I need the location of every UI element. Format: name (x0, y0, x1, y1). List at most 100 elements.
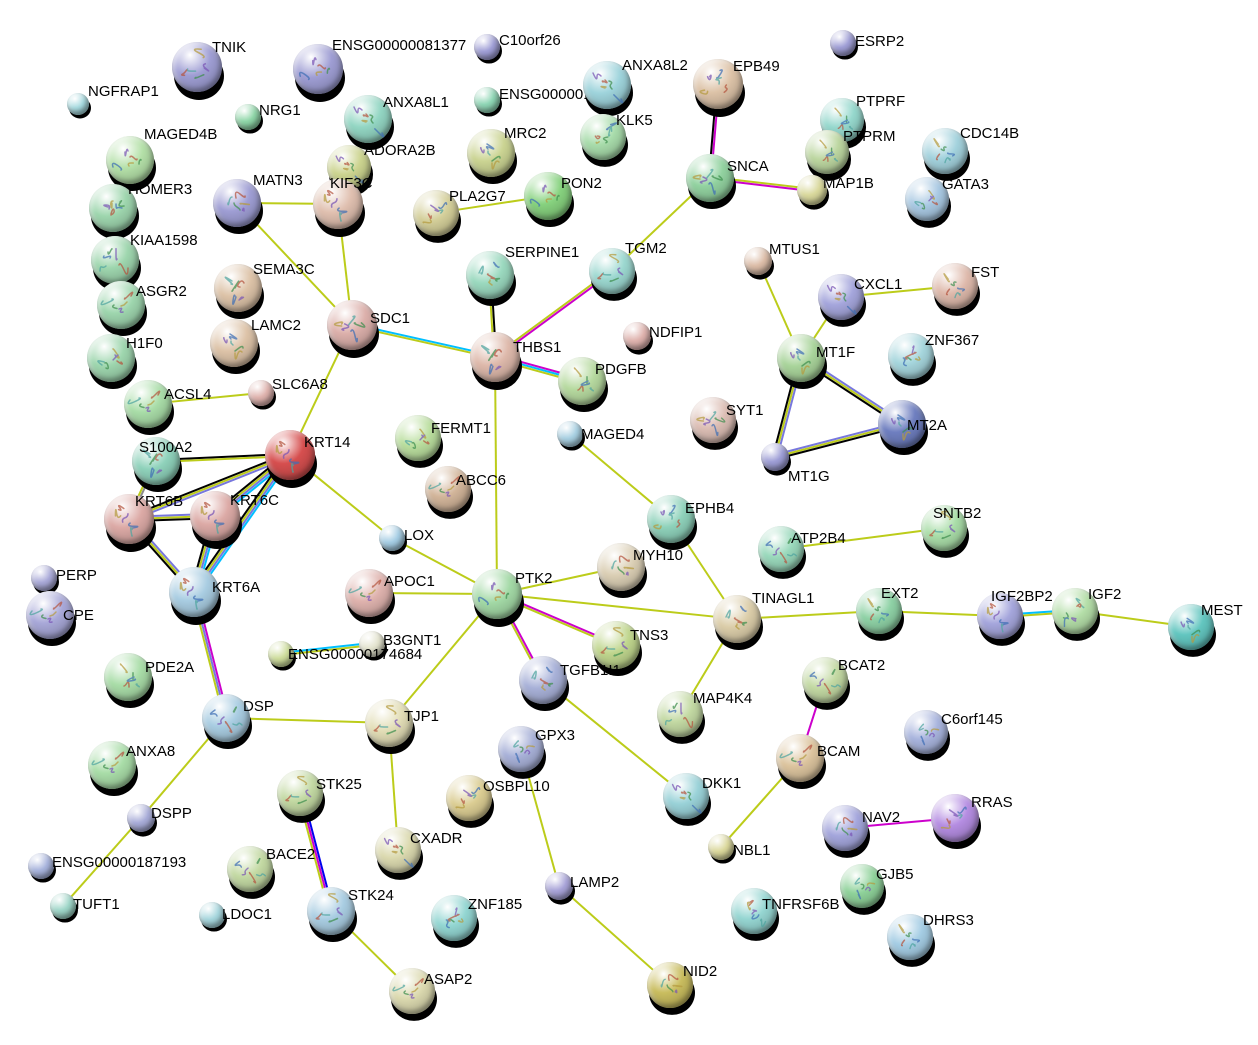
protein-node-gata3[interactable] (905, 177, 949, 221)
edge-pla2g7-pon2[interactable] (453, 197, 530, 212)
protein-node-mt1g[interactable] (761, 443, 789, 471)
edge-igf2-mest[interactable] (1092, 612, 1174, 626)
edge-atp2b4-sntb2[interactable] (798, 529, 927, 548)
edge-stk25-stk24[interactable] (301, 809, 330, 894)
protein-node-bace2[interactable] (227, 846, 273, 892)
protein-node-dsp[interactable] (202, 694, 250, 742)
protein-node-nid2[interactable] (647, 962, 693, 1008)
protein-node-bcat2[interactable] (802, 657, 848, 703)
protein-node-nbl1[interactable] (708, 834, 734, 860)
protein-node-pdgfb[interactable] (558, 357, 606, 405)
protein-node-znf367[interactable] (888, 333, 934, 379)
edge-mt1f-mt1g[interactable] (774, 375, 800, 448)
protein-node-apoc1[interactable] (345, 569, 393, 617)
edge-kif3c-sdc1[interactable] (339, 223, 351, 306)
protein-node-krt14[interactable] (265, 430, 315, 480)
protein-node-h1f0[interactable] (87, 334, 135, 382)
protein-node-sntb2[interactable] (921, 505, 967, 551)
protein-node-dhrs3[interactable] (887, 914, 933, 960)
edge-tjp1-cxadr[interactable] (389, 741, 398, 833)
protein-node-c10orf26[interactable] (474, 34, 500, 60)
protein-node-mt1f[interactable] (777, 334, 825, 382)
protein-node-mtus1[interactable] (744, 247, 772, 275)
protein-node-s100a2[interactable] (132, 437, 180, 485)
protein-node-tgm2[interactable] (589, 248, 635, 294)
edge-krt14-lox[interactable] (304, 466, 385, 533)
protein-node-stk24[interactable] (307, 887, 355, 935)
edge-s100a2-krt14[interactable] (174, 453, 271, 463)
protein-node-dkk1[interactable] (663, 773, 709, 819)
protein-node-nrg1[interactable] (235, 104, 261, 130)
protein-node-slc6a8[interactable] (248, 380, 274, 406)
edge-tinagl1-ext2[interactable] (755, 611, 862, 619)
protein-node-mest[interactable] (1168, 604, 1214, 650)
protein-node-thbs1[interactable] (470, 332, 520, 382)
protein-node-ext2[interactable] (856, 588, 902, 634)
protein-node-sema3c[interactable] (214, 264, 262, 312)
edge-dsp-dspp[interactable] (147, 731, 215, 811)
edge-lox-ptk2[interactable] (400, 541, 481, 586)
edge-matn3-sdc1[interactable] (249, 215, 340, 312)
protein-node-mrc2[interactable] (467, 129, 515, 177)
protein-node-stk25[interactable] (277, 770, 323, 816)
protein-node-ptk2[interactable] (472, 569, 522, 619)
protein-node-ptprm[interactable] (805, 130, 849, 174)
protein-node-pde2a[interactable] (104, 653, 152, 701)
protein-node-anxa8[interactable] (88, 741, 136, 789)
protein-node-serpine1[interactable] (466, 251, 514, 299)
protein-node-kif3c[interactable] (313, 179, 363, 229)
protein-node-lamc2[interactable] (210, 319, 258, 367)
protein-node-ensg00000198555[interactable] (474, 87, 500, 113)
edge-thbs1-ptk2[interactable] (494, 376, 498, 575)
edge-bcam-nbl1[interactable] (726, 771, 789, 841)
protein-node-asap2[interactable] (389, 968, 435, 1014)
edge-gpx3-lamp2[interactable] (524, 766, 558, 876)
protein-node-krt6c[interactable] (190, 491, 240, 541)
protein-node-cxcl1[interactable] (818, 274, 864, 320)
protein-node-igf2bp2[interactable] (977, 593, 1023, 639)
protein-node-lamp2[interactable] (545, 872, 573, 900)
edge-ext2-igf2bp2[interactable] (896, 610, 983, 617)
edge-mt1f-mt2a[interactable] (814, 365, 889, 417)
protein-node-dspp[interactable] (127, 804, 155, 832)
edge-ptk2-tns3[interactable] (514, 599, 600, 640)
edge-tgm2-thbs1[interactable] (509, 279, 599, 348)
edge-cxcl1-fst[interactable] (858, 286, 938, 297)
edge-sdc1-krt14[interactable] (297, 342, 345, 438)
protein-node-map4k4[interactable] (657, 691, 703, 737)
protein-node-anxa8l2[interactable] (583, 61, 631, 109)
protein-node-maged4b[interactable] (106, 136, 154, 184)
edge-ephb4-tinagl1[interactable] (680, 534, 728, 604)
edge-tinagl1-map4k4[interactable] (688, 634, 729, 700)
protein-node-matn3[interactable] (213, 179, 261, 227)
edge-sdc1-thbs1[interactable] (370, 327, 477, 355)
protein-node-map1b[interactable] (797, 175, 827, 205)
protein-node-klk5[interactable] (580, 114, 626, 160)
edge-krt6a-dsp[interactable] (195, 610, 225, 701)
protein-node-cdc14b[interactable] (922, 128, 968, 174)
protein-node-tgfb1i1[interactable] (519, 656, 567, 704)
protein-node-ensg00000081377[interactable] (293, 44, 343, 94)
protein-node-esrp2[interactable] (830, 30, 856, 56)
protein-node-krt6a[interactable] (169, 567, 219, 617)
protein-node-fermt1[interactable] (395, 415, 441, 461)
protein-node-ensg00000174684[interactable] (268, 641, 294, 667)
edge-ensg00000174684-b3gnt1[interactable] (290, 643, 363, 655)
protein-node-igf2[interactable] (1052, 588, 1098, 634)
edge-krt14-krt6c[interactable] (227, 463, 278, 508)
edge-tgfb1i1-dkk1[interactable] (556, 691, 673, 786)
protein-node-c6orf145[interactable] (904, 710, 948, 754)
edge-nav2-rras[interactable] (862, 818, 937, 828)
protein-node-nav2[interactable] (822, 805, 868, 851)
protein-node-abcc6[interactable] (425, 466, 471, 512)
protein-node-bcam[interactable] (776, 734, 824, 782)
protein-node-kiaa1598[interactable] (91, 236, 139, 284)
protein-node-snca[interactable] (686, 154, 734, 202)
protein-node-rras[interactable] (931, 794, 979, 842)
protein-node-lox[interactable] (379, 525, 405, 551)
edge-snca-tgm2[interactable] (624, 190, 698, 260)
protein-node-osbpl10[interactable] (446, 775, 492, 821)
edge-dspp-tuft1[interactable] (68, 825, 135, 900)
protein-node-perp[interactable] (31, 565, 57, 591)
